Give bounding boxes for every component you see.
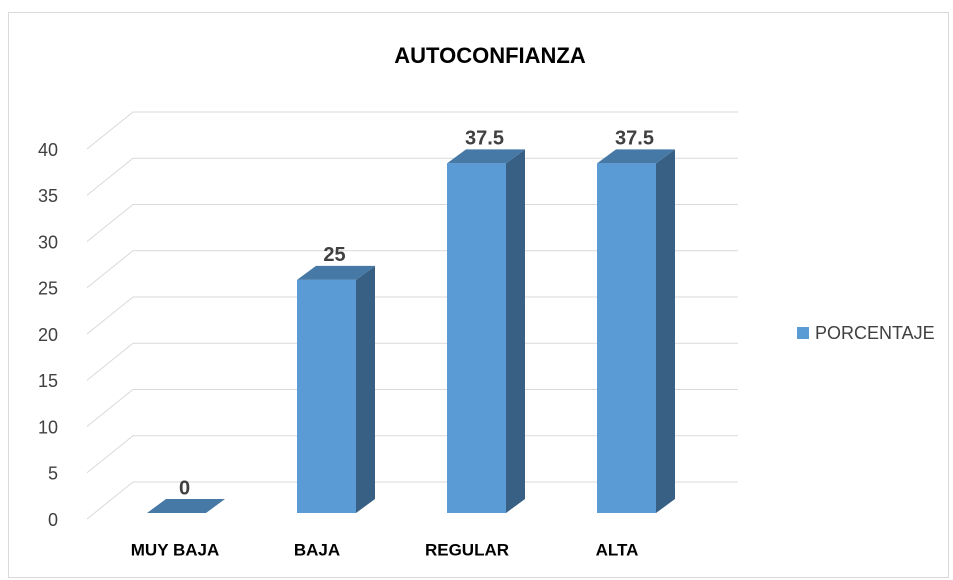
- grid-line: [86, 111, 738, 150]
- bar-top: [597, 149, 675, 164]
- bar-side: [506, 149, 525, 513]
- legend-label: PORCENTAJE: [815, 323, 935, 343]
- bar-top: [297, 265, 375, 280]
- y-tick-label: 40: [38, 140, 58, 160]
- y-tick-label: 0: [48, 510, 58, 530]
- y-tick-label: 25: [38, 279, 58, 299]
- grid-line: [86, 204, 738, 242]
- y-tick-label: 30: [38, 232, 58, 252]
- data-label: 37.5: [615, 128, 654, 150]
- x-tick-label: ALTA: [596, 540, 639, 559]
- grid-line: [86, 389, 738, 427]
- y-tick-label: 20: [38, 325, 58, 345]
- x-tick-label: REGULAR: [425, 540, 509, 559]
- y-tick-label: 10: [38, 417, 58, 437]
- y-tick-label: 15: [38, 371, 58, 391]
- bar-side: [356, 265, 375, 513]
- legend-swatch: [797, 327, 809, 339]
- x-tick-label: BAJA: [294, 540, 340, 559]
- x-tick-label: MUY BAJA: [131, 540, 219, 559]
- data-label: 37.5: [465, 128, 504, 150]
- grid-line: [86, 250, 738, 289]
- bar-top: [147, 499, 225, 513]
- y-tick-label: 5: [48, 464, 58, 484]
- bar: [597, 163, 656, 513]
- bar-side: [656, 149, 675, 513]
- y-tick-label: 35: [38, 186, 58, 206]
- bar: [297, 279, 356, 513]
- data-label: 0: [179, 477, 190, 499]
- grid-line: [86, 435, 738, 474]
- grid-line: [86, 157, 738, 196]
- bar: [447, 163, 506, 513]
- grid-line: [86, 342, 738, 381]
- chart-title: AUTOCONFIANZA: [394, 43, 586, 68]
- grid-line: [86, 296, 738, 335]
- grid-line: [86, 481, 738, 520]
- bar-top: [447, 149, 525, 164]
- data-label: 25: [323, 244, 345, 266]
